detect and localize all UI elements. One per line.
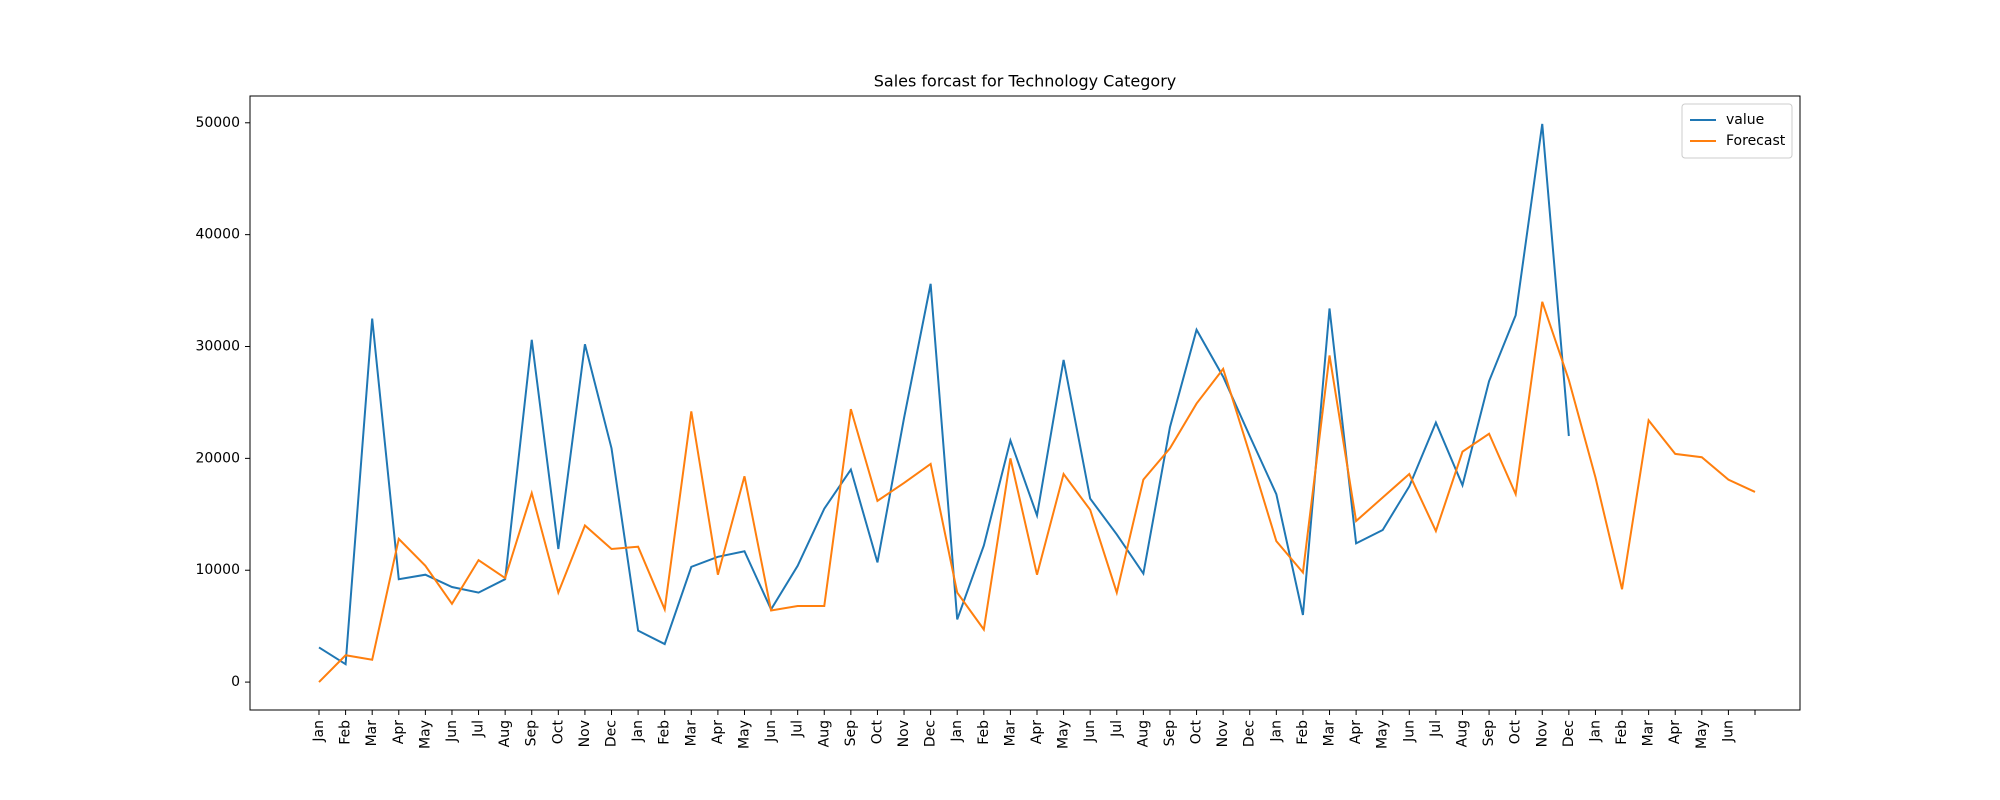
legend-label: value [1726,112,1764,128]
x-tick-label: Apr [710,720,726,744]
legend-label: Forecast [1726,133,1786,149]
x-tick-label: Oct [1508,720,1524,745]
y-tick-label: 10000 [195,562,240,578]
x-tick-label: May [417,720,433,749]
x-tick-label: Dec [1561,720,1577,747]
x-tick-label: Jun [1401,720,1417,743]
x-tick-label: Feb [657,720,673,745]
x-tick-label: Jul [1428,720,1444,738]
x-tick-label: Jul [471,720,487,738]
series-line [318,301,1756,683]
y-tick-label: 30000 [195,339,240,355]
x-tick-label: Sep [1162,720,1178,747]
x-tick-label: Oct [1189,720,1205,745]
x-tick-label: Jan [1268,720,1284,743]
x-tick-label: Mar [1002,720,1018,747]
x-tick-label: Mar [683,720,699,747]
x-tick-label: Feb [338,720,354,745]
x-tick-label: Aug [1135,720,1151,747]
x-tick-label: Jan [949,720,965,743]
x-tick-label: May [1056,720,1072,749]
x-tick-label: Sep [1481,720,1497,747]
x-tick-label: Apr [1029,720,1045,744]
x-tick-label: Mar [364,720,380,747]
x-tick-label: Oct [869,720,885,745]
plot-frame [249,95,1801,711]
x-tick-label: Sep [843,720,859,747]
x-tick-label: Nov [1534,720,1550,747]
x-tick-label: Mar [1322,720,1338,747]
x-tick-label: May [1694,720,1710,749]
x-tick-label: May [1375,720,1391,749]
x-tick-label: Jun [763,720,779,743]
x-tick-label: Feb [976,720,992,745]
x-tick-label: Aug [1454,720,1470,747]
x-tick-label: Dec [604,720,620,747]
y-tick-label: 20000 [195,450,240,466]
x-tick-label: Oct [550,720,566,745]
x-tick-label: Aug [497,720,513,747]
x-tick-label: Nov [577,720,593,747]
series-line [318,123,1570,666]
x-tick-label: Feb [1614,720,1630,745]
x-tick-label: Jun [1720,720,1736,743]
x-tick-label: Feb [1295,720,1311,745]
y-tick-label: 40000 [195,227,240,243]
x-tick-label: Jul [790,720,806,738]
x-tick-label: Dec [1242,720,1258,747]
x-tick-label: Apr [1667,720,1683,744]
x-tick-label: Jan [630,720,646,743]
legend: value Forecast [1681,103,1793,159]
x-tick-label: Jun [1082,720,1098,743]
y-tick-label: 50000 [195,115,240,131]
x-tick-label: Dec [923,720,939,747]
x-tick-label: Mar [1641,720,1657,747]
x-tick-label: Sep [524,720,540,747]
x-tick-label: Jan [311,720,327,743]
x-tick-label: Apr [391,720,407,744]
x-tick-label: Jun [444,720,460,743]
x-tick-label: Jan [1587,720,1603,743]
x-tick-label: Jul [1109,720,1125,738]
y-tick-label: 0 [231,674,240,690]
x-tick-label: Nov [1215,720,1231,747]
x-tick-label: Nov [896,720,912,747]
x-tick-label: Aug [816,720,832,747]
x-tick-label: Apr [1348,720,1364,744]
x-tick-label: May [736,720,752,749]
legend-box [1681,103,1793,159]
chart-title: Sales forcast for Technology Category [874,72,1177,91]
